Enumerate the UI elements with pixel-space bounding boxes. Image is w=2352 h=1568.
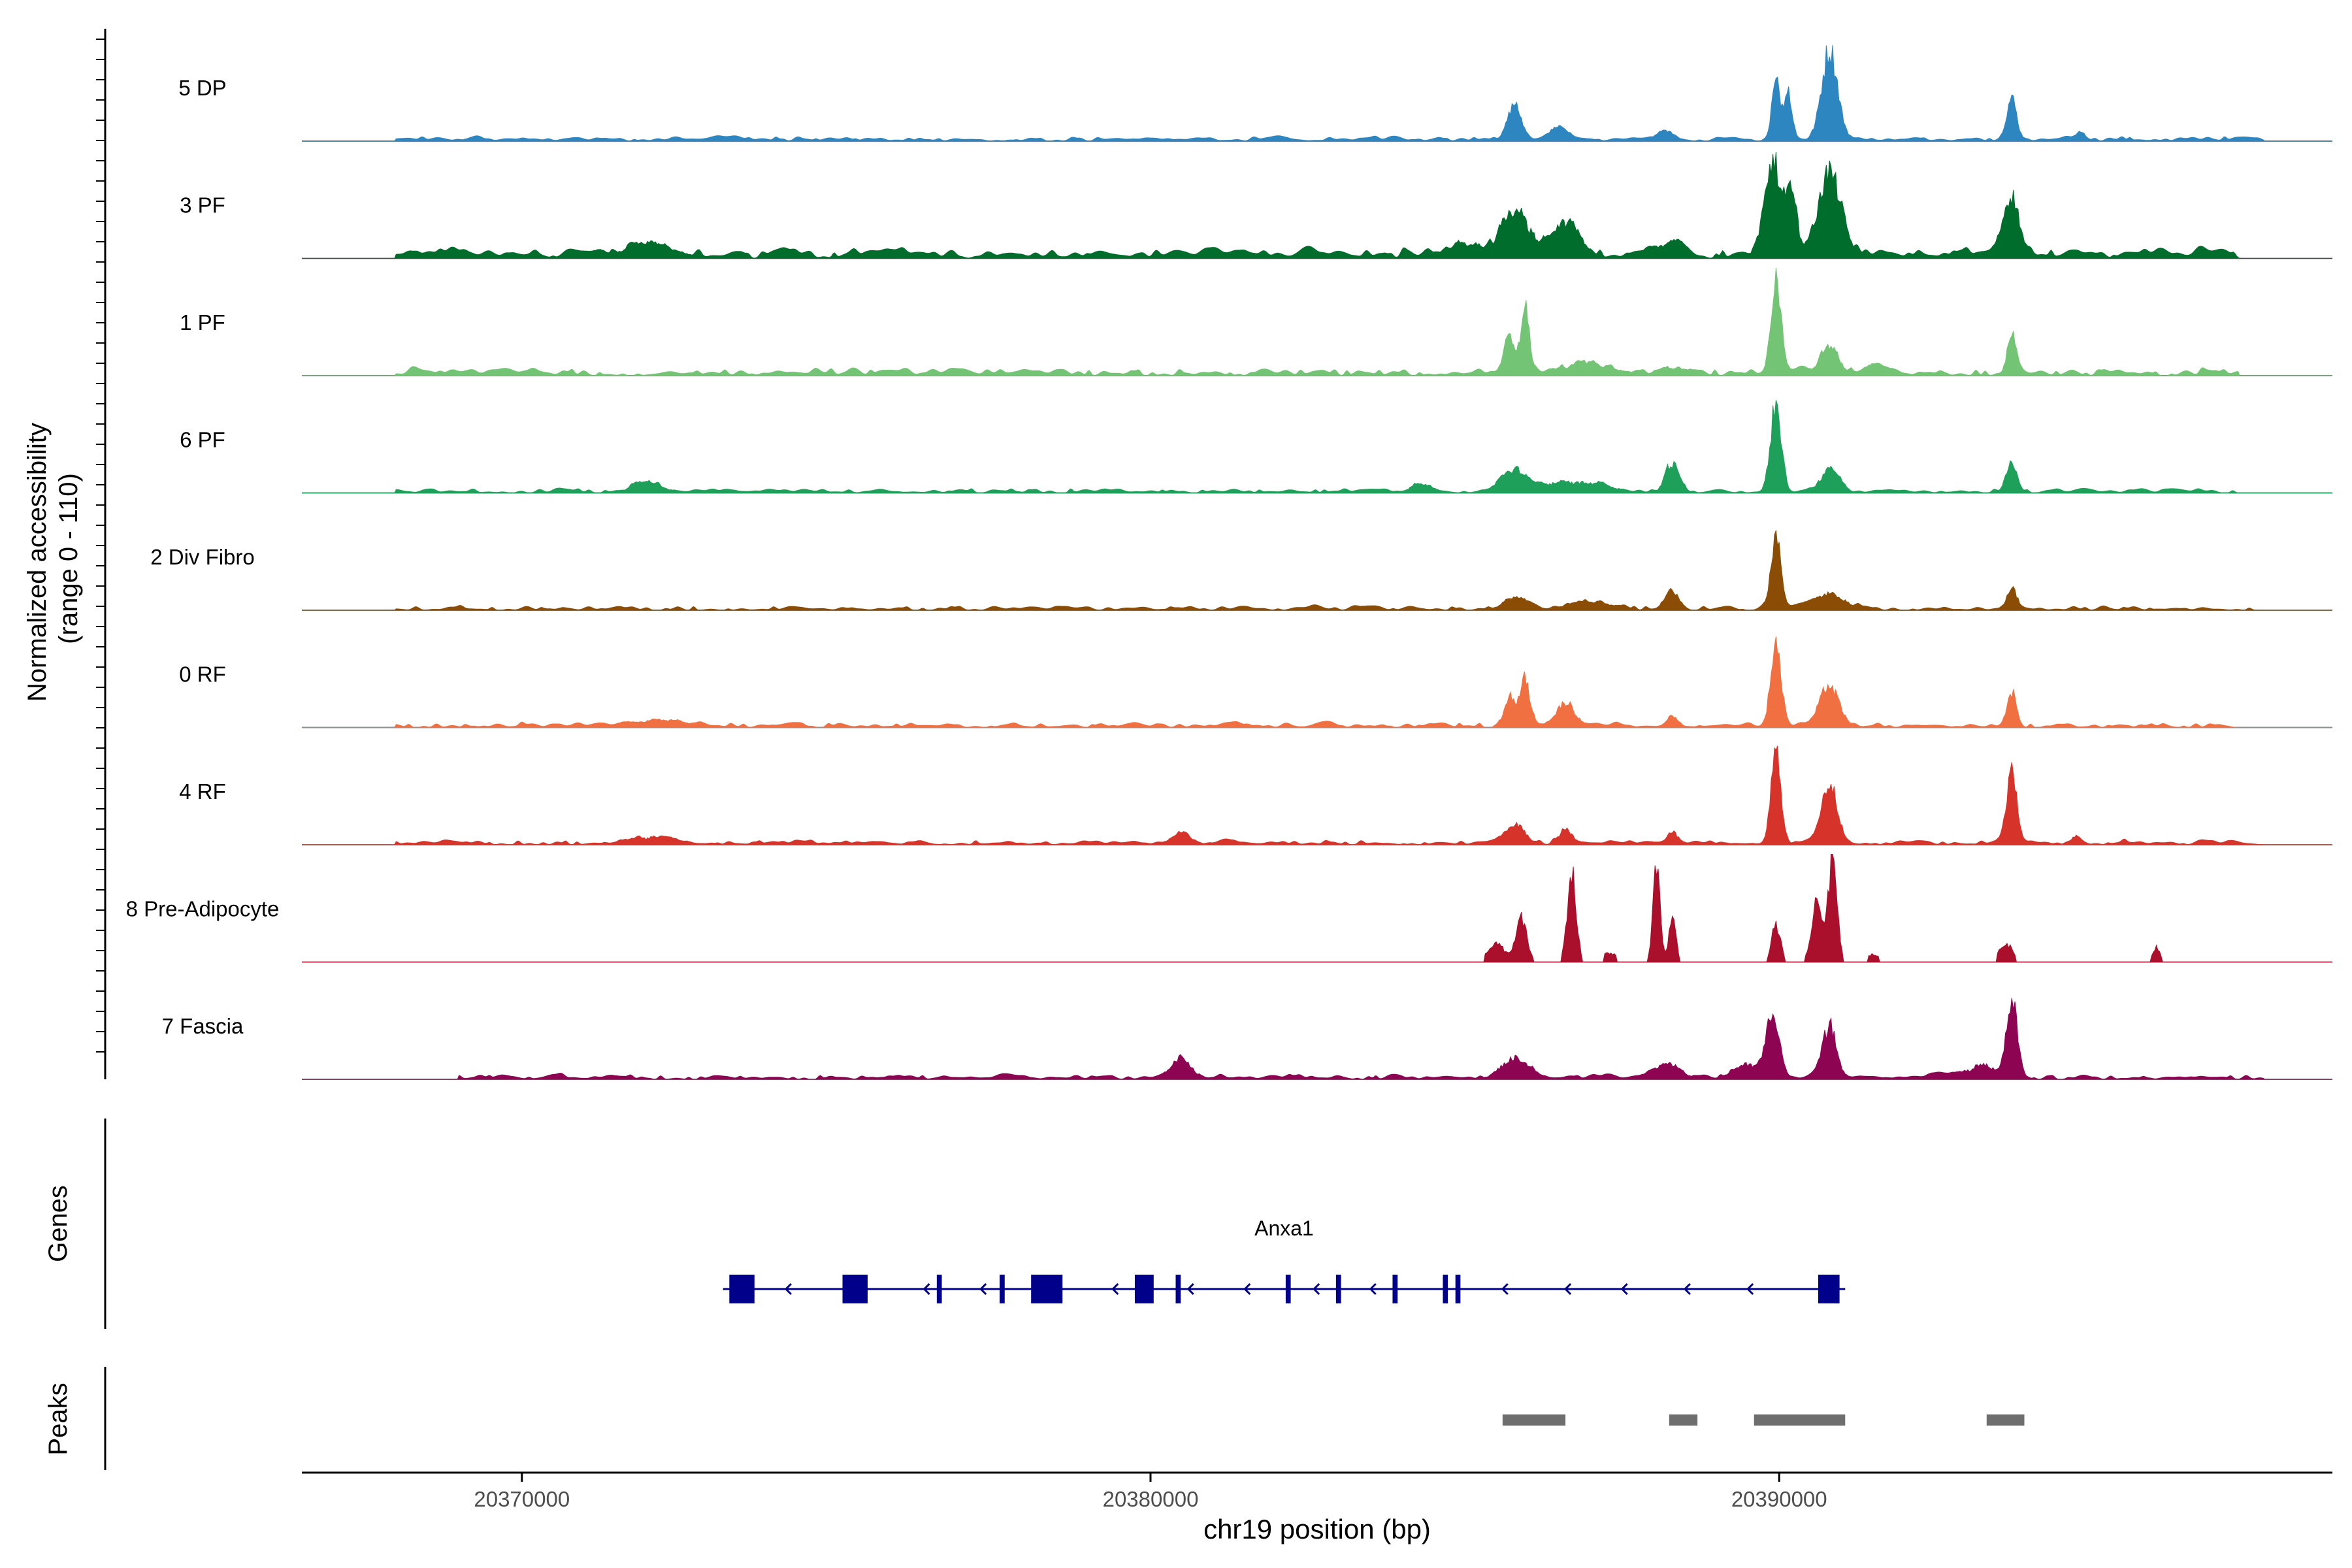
strand-arrow-icon — [979, 1282, 987, 1296]
track-label: 5 DP — [178, 76, 226, 100]
track-5-dp: 5 DP — [178, 45, 2332, 142]
track-4-rf: 4 RF — [179, 745, 2332, 845]
gene-exon — [1285, 1275, 1291, 1303]
coverage-area — [302, 400, 2332, 494]
peak-region — [1986, 1414, 2025, 1426]
gene-label: Anxa1 — [1254, 1217, 1314, 1240]
gene-exon — [936, 1275, 942, 1303]
track-label: 4 RF — [179, 779, 226, 804]
track-label: 3 PF — [180, 193, 225, 218]
track-8-pre-adipocyte: 8 Pre-Adipocyte — [126, 854, 2332, 963]
gene-model-anxa1: Anxa1 — [723, 1217, 1846, 1303]
gene-exon — [1455, 1275, 1461, 1303]
gene-exon — [729, 1275, 755, 1303]
genes-panel-title: Genes — [44, 1185, 73, 1262]
strand-arrow-icon — [1683, 1282, 1691, 1296]
coverage-area — [302, 854, 2332, 962]
y-axis-title: Normalized accessibility (range 0 - 110) — [23, 416, 83, 702]
x-axis-title: chr19 position (bp) — [1203, 1514, 1431, 1544]
track-0-rf: 0 RF — [179, 636, 2332, 728]
gene-exon — [1443, 1275, 1448, 1303]
track-1-pf: 1 PF — [180, 267, 2332, 376]
strand-arrow-icon — [923, 1282, 930, 1296]
strand-arrow-icon — [1369, 1282, 1377, 1296]
coverage-area — [302, 636, 2332, 728]
peak-region — [1754, 1414, 1846, 1426]
coverage-area — [302, 998, 2332, 1080]
strand-arrow-icon — [1563, 1282, 1572, 1296]
gene-exon — [1392, 1275, 1398, 1303]
coverage-area — [302, 530, 2332, 611]
track-label: 6 PF — [180, 428, 225, 452]
x-tick-label: 20380000 — [1103, 1487, 1199, 1511]
gene-exon — [1000, 1275, 1005, 1303]
peak-region — [1502, 1414, 1566, 1426]
strand-arrow-icon — [784, 1282, 792, 1296]
gene-exon — [1818, 1275, 1840, 1303]
strand-arrow-icon — [1111, 1282, 1119, 1296]
track-label: 8 Pre-Adipocyte — [126, 897, 280, 921]
coverage-area — [302, 267, 2332, 376]
strand-arrow-icon — [1501, 1282, 1509, 1296]
track-7-fascia: 7 Fascia — [162, 998, 2332, 1080]
strand-arrow-icon — [1186, 1282, 1194, 1296]
coverage-tracks: 5 DP 3 PF 1 PF 6 PF 2 Div Fibro 0 RF 4 RF 8 Pre… — [96, 39, 2332, 1080]
gene-exon — [842, 1275, 868, 1303]
track-6-pf: 6 PF — [180, 400, 2332, 494]
coverage-area — [302, 45, 2332, 142]
coverage-area — [302, 745, 2332, 845]
y-axis-title-line-1: Normalized accessibility — [23, 423, 52, 702]
track-3-pf: 3 PF — [180, 152, 2332, 259]
track-label: 0 RF — [179, 662, 226, 687]
gene-exon — [1134, 1275, 1154, 1303]
strand-arrow-icon — [1243, 1282, 1251, 1296]
strand-arrow-icon — [1620, 1282, 1628, 1296]
strand-arrow-icon — [1313, 1282, 1320, 1296]
strand-arrow-icon — [1746, 1282, 1754, 1296]
track-label: 2 Div Fibro — [150, 545, 255, 569]
coverage-area — [302, 152, 2332, 259]
track-2-div-fibro: 2 Div Fibro — [150, 530, 2332, 611]
track-label: 1 PF — [180, 310, 225, 335]
gene-exon — [1031, 1275, 1063, 1303]
peak-regions — [1502, 1414, 2025, 1426]
y-axis-title-line-2: (range 0 - 110) — [54, 473, 83, 644]
track-label: 7 Fascia — [162, 1014, 244, 1038]
peak-region — [1669, 1414, 1698, 1426]
x-tick-label: 20370000 — [474, 1487, 570, 1511]
gene-exon — [1175, 1275, 1181, 1303]
peaks-panel-title: Peaks — [44, 1382, 73, 1455]
x-axis-ticks: 20370000 20380000 20390000 — [474, 1473, 1827, 1511]
x-tick-label: 20390000 — [1731, 1487, 1827, 1511]
gene-exon — [1335, 1275, 1341, 1303]
